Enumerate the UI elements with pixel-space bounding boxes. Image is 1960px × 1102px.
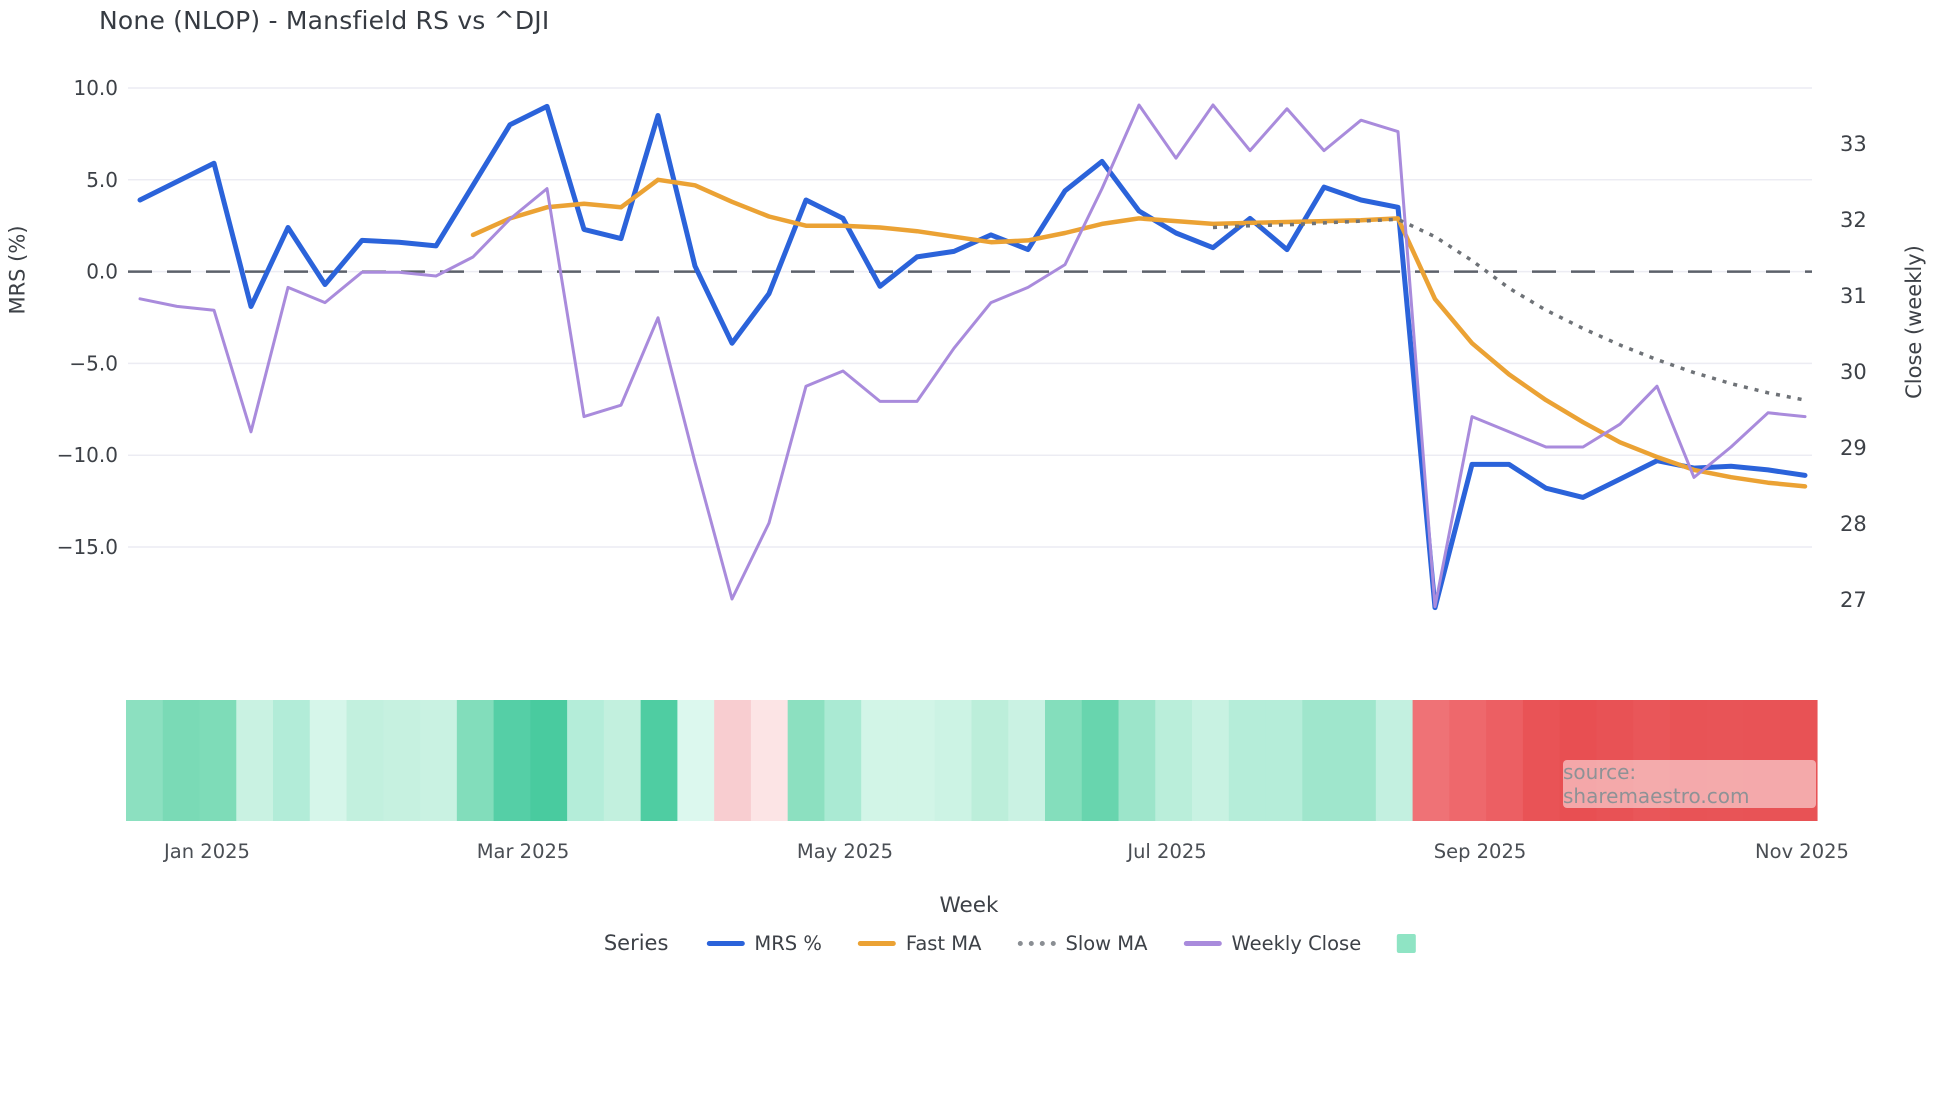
heatmap-cell [1192, 700, 1230, 821]
left-axis-tick-label: 0.0 [86, 260, 118, 284]
legend-label-mrs: MRS % [754, 931, 822, 955]
x-axis-tick-label: Jan 2025 [162, 840, 250, 863]
heatmap-cell [640, 700, 678, 821]
heatmap-cell [1302, 700, 1340, 821]
left-axis-tick-label: −5.0 [69, 351, 118, 375]
x-axis-title: Week [939, 893, 999, 918]
heatmap-cell [273, 700, 311, 821]
legend-label-weekly-close: Weekly Close [1231, 931, 1362, 955]
heatmap-cell [934, 700, 973, 821]
left-axis-tick-label: 5.0 [86, 168, 118, 192]
left-axis-tick-label: −10.0 [57, 443, 118, 467]
right-axis-tick-label: 29 [1840, 436, 1867, 460]
heatmap-cell [1449, 700, 1487, 821]
heatmap-cell [1045, 700, 1083, 821]
heatmap-cell [1228, 700, 1267, 821]
x-axis-tick-label: Mar 2025 [477, 840, 570, 863]
legend-item-mrs: MRS % [706, 931, 822, 955]
heatmap-cell [677, 700, 715, 821]
heatmap-cell [493, 700, 531, 821]
x-axis-tick-label: Jul 2025 [1125, 840, 1206, 863]
heatmap-cell [603, 700, 642, 821]
series-line-weekly-close [138, 103, 1807, 609]
heatmap-cell [1522, 700, 1561, 821]
right-axis-tick-label: 33 [1840, 132, 1867, 156]
heatmap-cell [567, 700, 605, 821]
legend-swatch-weekly-close [1183, 940, 1222, 946]
legend: Series MRS % Fast MA Slow MA Weekly Close [603, 931, 1417, 955]
right-axis-title: Close (weekly) [1901, 245, 1926, 399]
chart-title: None (NLOP) - Mansfield RS vs ^DJI [99, 6, 550, 35]
left-axis-tick-label: 10.0 [73, 76, 118, 100]
heatmap-cell [1339, 700, 1377, 821]
legend-label-slow-ma: Slow MA [1065, 931, 1148, 955]
heatmap-cell [420, 700, 458, 821]
heatmap-cell [1081, 700, 1120, 821]
heatmap-cell [199, 700, 237, 821]
legend-item-slow-ma: Slow MA [1017, 932, 1147, 955]
x-axis-tick-label: May 2025 [797, 840, 893, 863]
heatmap-cell [824, 700, 862, 821]
heatmap-cell [750, 700, 789, 821]
left-axis-title: MRS (%) [5, 225, 30, 315]
legend-item-weekly-close: Weekly Close [1183, 932, 1361, 955]
heatmap-cell [162, 700, 201, 821]
heatmap-cell [1118, 700, 1156, 821]
x-axis-tick-label: Sep 2025 [1434, 840, 1527, 863]
x-axis-tick-label: Nov 2025 [1755, 840, 1849, 863]
heatmap-cell [1486, 700, 1524, 821]
heatmap-cell [530, 700, 568, 821]
heatmap-cell [1265, 700, 1303, 821]
heatmap-cell [1155, 700, 1193, 821]
legend-item-heatmap [1397, 933, 1417, 953]
right-axis-tick-label: 32 [1840, 208, 1867, 232]
legend-swatch-heatmap [1397, 933, 1417, 953]
heatmap-cell [126, 700, 164, 821]
legend-title: Series [603, 931, 669, 955]
heatmap-cell [787, 700, 826, 821]
right-axis-tick-label: 27 [1840, 588, 1867, 612]
heatmap-cell [346, 700, 384, 821]
heatmap-cell [1008, 700, 1046, 821]
heatmap-cell [309, 700, 348, 821]
heatmap-cell [456, 700, 495, 821]
source-watermark: source: sharemaestro.com [1563, 760, 1816, 808]
series-line-fast-ma [470, 177, 1808, 489]
legend-swatch-slow-ma [1017, 940, 1056, 946]
heatmap-cell [714, 700, 752, 821]
legend-label-fast-ma: Fast MA [905, 931, 982, 955]
heatmap-cell [897, 700, 936, 821]
left-axis-tick-label: −15.0 [57, 535, 118, 559]
heatmap-cell [1412, 700, 1450, 821]
heatmap-cell [236, 700, 274, 821]
series-line-mrs [137, 103, 1808, 611]
heatmap-cell [861, 700, 899, 821]
legend-swatch-fast-ma [857, 940, 896, 946]
heatmap-cell [1375, 700, 1414, 821]
right-axis-tick-label: 31 [1840, 284, 1867, 308]
right-axis-tick-label: 28 [1840, 512, 1867, 536]
right-axis-tick-label: 30 [1840, 360, 1867, 384]
heatmap-cell [383, 700, 421, 821]
heatmap-cell [971, 700, 1009, 821]
legend-item-fast-ma: Fast MA [857, 931, 982, 955]
legend-swatch-mrs [706, 940, 745, 946]
